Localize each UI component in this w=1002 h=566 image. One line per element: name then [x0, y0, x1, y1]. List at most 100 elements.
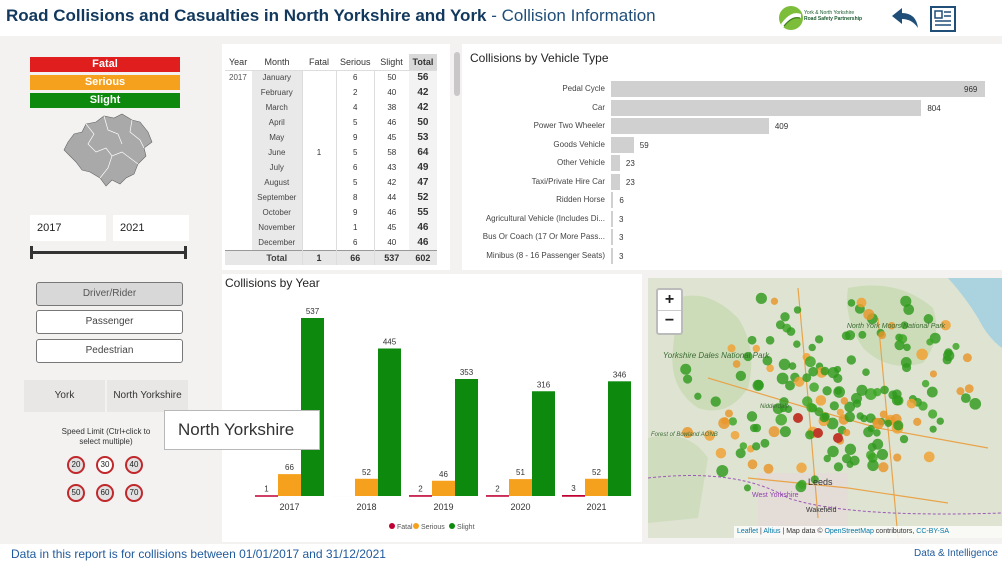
collision-marker[interactable] — [802, 396, 813, 407]
collision-marker[interactable] — [856, 384, 868, 396]
collision-marker[interactable] — [849, 455, 860, 466]
zoom-in-button[interactable]: + — [658, 290, 681, 311]
collision-marker[interactable] — [844, 401, 856, 413]
collision-marker[interactable] — [956, 387, 965, 396]
collision-marker[interactable] — [847, 299, 856, 307]
collision-marker-fatal[interactable] — [813, 428, 823, 438]
collision-marker[interactable] — [694, 392, 702, 400]
collision-marker[interactable] — [762, 355, 773, 366]
driver-rider-button[interactable]: Driver/Rider — [36, 282, 183, 306]
collision-marker[interactable] — [921, 379, 930, 388]
collision-marker[interactable] — [923, 314, 934, 324]
collision-marker[interactable] — [805, 430, 815, 440]
collision-marker[interactable] — [819, 412, 829, 423]
collision-marker[interactable] — [826, 417, 839, 430]
table-row[interactable]: April 5 46 50 — [225, 115, 438, 130]
table-row[interactable]: March 4 38 42 — [225, 100, 438, 115]
collision-marker[interactable] — [804, 356, 816, 368]
collision-marker[interactable] — [715, 447, 727, 459]
vehicle-bar[interactable] — [611, 247, 613, 264]
collision-marker[interactable] — [788, 362, 797, 370]
collision-marker[interactable] — [940, 320, 951, 331]
collision-marker[interactable] — [755, 292, 767, 304]
collision-marker[interactable] — [814, 335, 824, 344]
passenger-button[interactable]: Passenger — [36, 310, 183, 334]
collision-marker[interactable] — [735, 448, 746, 459]
collision-marker[interactable] — [856, 297, 867, 308]
collision-marker-fatal[interactable] — [793, 413, 803, 423]
collision-marker[interactable] — [779, 426, 791, 438]
collision-marker[interactable] — [876, 448, 889, 461]
collision-marker[interactable] — [844, 330, 856, 341]
collision-marker[interactable] — [747, 459, 758, 470]
collision-marker[interactable] — [820, 366, 830, 376]
collision-marker[interactable] — [926, 338, 934, 346]
collision-marker[interactable] — [926, 386, 938, 398]
vehicle-bar[interactable] — [611, 192, 614, 208]
collision-marker[interactable] — [878, 462, 889, 473]
vehicle-bar[interactable] — [611, 155, 620, 171]
speed-limit-60[interactable]: 60 — [96, 484, 114, 502]
vehicle-bar[interactable] — [611, 173, 620, 190]
collision-marker[interactable] — [833, 462, 844, 472]
speed-limit-20[interactable]: 20 — [67, 456, 85, 474]
collision-marker[interactable] — [879, 410, 888, 419]
collision-marker[interactable] — [815, 395, 827, 406]
collision-marker[interactable] — [752, 442, 761, 451]
altius-link[interactable]: Altius — [763, 528, 781, 535]
collision-marker[interactable] — [728, 417, 738, 426]
collision-marker[interactable] — [823, 454, 831, 463]
col-header-serious[interactable]: Serious — [336, 54, 375, 71]
collision-marker[interactable] — [743, 484, 751, 492]
collision-marker[interactable] — [884, 419, 893, 428]
collision-marker[interactable] — [928, 409, 938, 419]
collision-marker[interactable] — [900, 357, 912, 368]
collision-marker[interactable] — [851, 392, 863, 404]
collision-marker[interactable] — [833, 373, 843, 383]
report-icon[interactable] — [930, 6, 956, 32]
collision-marker[interactable] — [836, 408, 844, 416]
speed-limit-50[interactable]: 50 — [67, 484, 85, 502]
collision-marker[interactable] — [763, 463, 774, 474]
collision-marker[interactable] — [716, 465, 729, 477]
vehicle-bar[interactable] — [611, 118, 769, 134]
collision-marker[interactable] — [906, 398, 917, 409]
pedestrian-button[interactable]: Pedestrian — [36, 339, 183, 363]
collision-marker[interactable] — [952, 342, 960, 350]
collision-marker[interactable] — [746, 411, 758, 422]
table-row[interactable]: December 6 40 46 — [225, 235, 438, 250]
vehicle-bar[interactable] — [611, 99, 922, 116]
year-slider-start-handle[interactable] — [30, 246, 33, 259]
collision-marker[interactable] — [833, 365, 842, 373]
collision-marker[interactable] — [793, 340, 801, 348]
collision-marker[interactable] — [860, 414, 868, 423]
collision-marker[interactable] — [858, 330, 867, 339]
collision-marker[interactable] — [844, 411, 855, 423]
collision-marker[interactable] — [843, 428, 851, 437]
collision-marker[interactable] — [962, 353, 972, 363]
table-row[interactable]: 2017 January 6 50 56 — [225, 70, 438, 85]
year-bar-serious[interactable] — [278, 474, 301, 496]
year-bar-slight[interactable] — [301, 318, 324, 496]
collision-marker[interactable] — [780, 312, 790, 322]
year-bar-slight[interactable] — [532, 391, 555, 496]
collision-marker[interactable] — [730, 430, 740, 440]
year-bar-slight[interactable] — [455, 378, 478, 496]
collision-marker[interactable] — [727, 344, 736, 353]
collision-marker[interactable] — [779, 397, 789, 407]
collision-marker[interactable] — [808, 366, 819, 377]
year-bar-slight[interactable] — [378, 348, 401, 496]
collision-marker[interactable] — [796, 462, 807, 473]
collision-marker[interactable] — [918, 401, 928, 411]
col-header-fatal[interactable]: Fatal — [302, 54, 336, 71]
year-bar-serious[interactable] — [509, 479, 532, 496]
collision-marker[interactable] — [683, 374, 693, 384]
collision-marker[interactable] — [797, 479, 807, 489]
speed-limit-40[interactable]: 40 — [125, 456, 143, 474]
collision-marker[interactable] — [872, 438, 884, 450]
collision-marker[interactable] — [936, 417, 944, 425]
collision-marker[interactable] — [766, 364, 774, 373]
vehicle-bar[interactable] — [611, 210, 613, 227]
collision-marker[interactable] — [747, 335, 757, 345]
collision-marker[interactable] — [776, 372, 789, 385]
